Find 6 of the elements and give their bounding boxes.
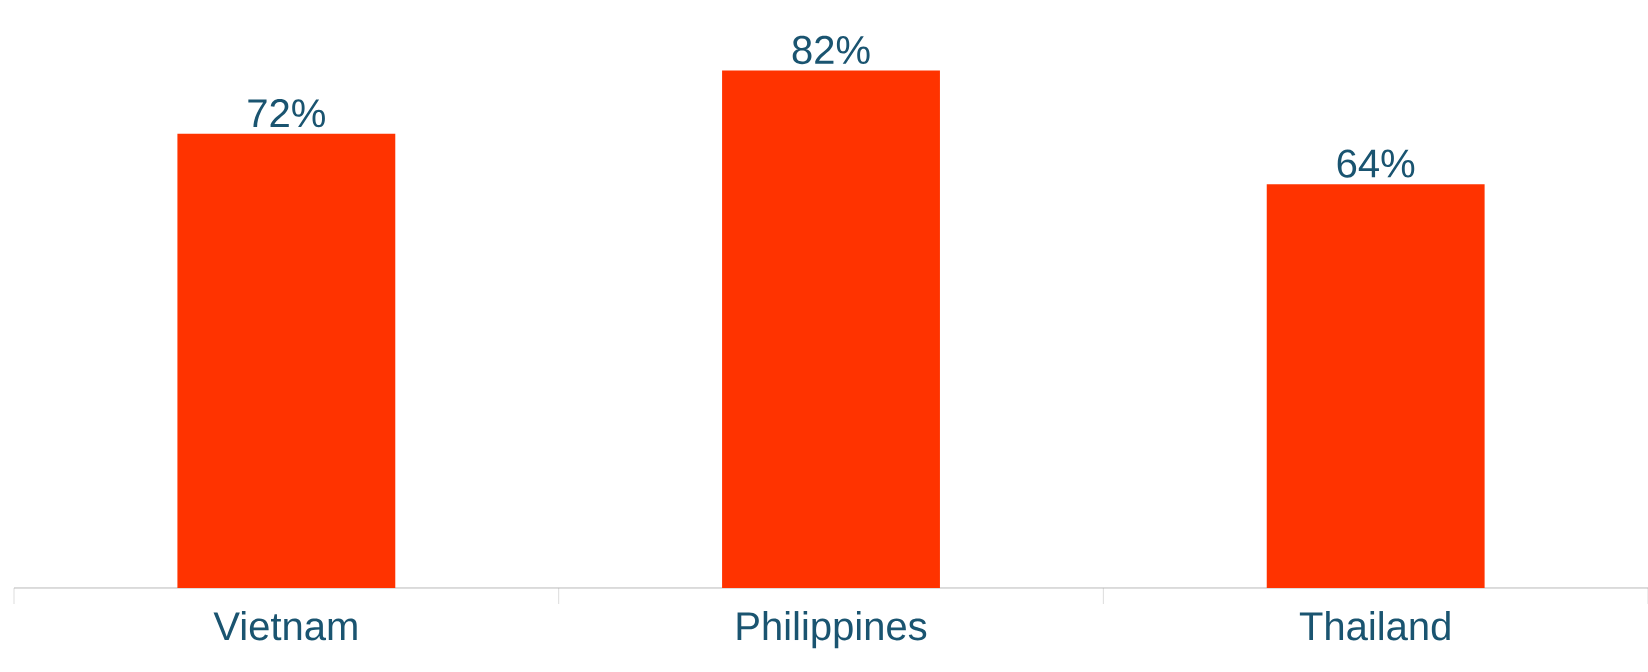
x-tick-label: Vietnam bbox=[213, 611, 357, 641]
data-label: 82% bbox=[792, 35, 870, 65]
data-label: 72% bbox=[248, 99, 325, 128]
x-tick-label: Philippines bbox=[737, 611, 927, 649]
data-label: 64% bbox=[1337, 149, 1415, 178]
x-tick-label: Thailand bbox=[1299, 611, 1450, 641]
